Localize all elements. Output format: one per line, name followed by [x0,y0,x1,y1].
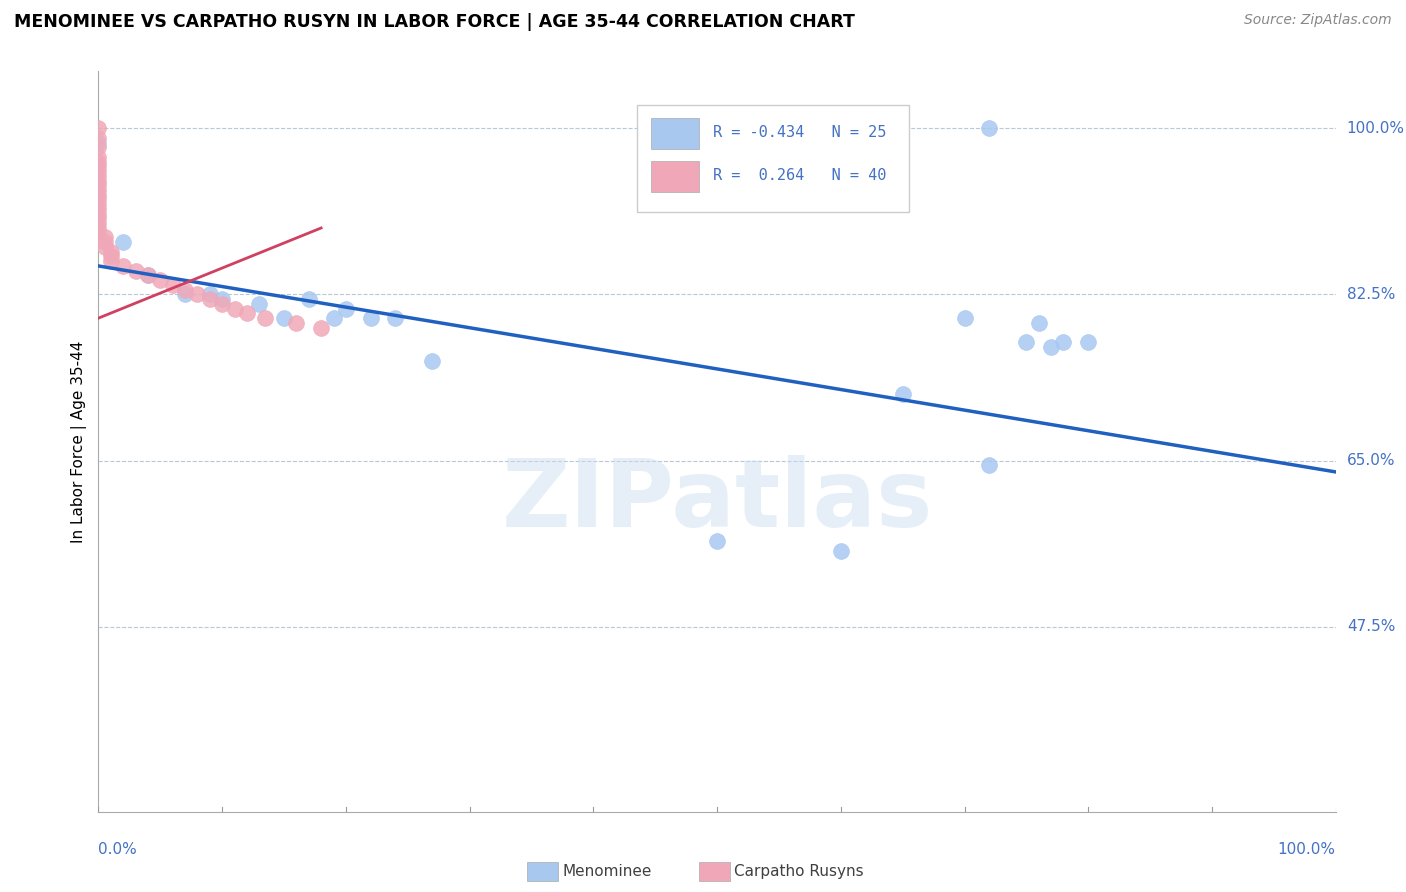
Point [384,311,406,326]
Point [136,268,159,283]
Y-axis label: In Labor Force | Age 35-44: In Labor Force | Age 35-44 [72,341,87,542]
Point [1028,316,1050,330]
Text: 65.0%: 65.0% [1347,453,1395,468]
Point [87,207,110,221]
Point [198,292,221,306]
Point [224,301,246,316]
Point [112,259,135,273]
Point [87,226,110,240]
Text: 0.0%: 0.0% [98,842,138,857]
Point [273,311,295,326]
Point [285,316,308,330]
Text: 100.0%: 100.0% [1347,120,1405,136]
Point [254,311,277,326]
Point [100,244,122,259]
Text: R = -0.434   N = 25: R = -0.434 N = 25 [713,125,887,140]
Point [247,297,270,311]
Point [136,268,159,283]
Point [87,136,110,150]
Point [87,159,110,173]
Point [1077,334,1099,349]
Text: MENOMINEE VS CARPATHO RUSYN IN LABOR FORCE | AGE 35-44 CORRELATION CHART: MENOMINEE VS CARPATHO RUSYN IN LABOR FOR… [14,13,855,31]
Point [198,287,221,301]
FancyBboxPatch shape [651,161,699,192]
Point [87,164,110,178]
Point [360,311,382,326]
Point [706,534,728,549]
Point [87,211,110,226]
Point [87,140,110,154]
Point [186,287,208,301]
Point [335,301,357,316]
Point [979,121,1001,136]
Point [87,202,110,216]
Text: ZIPatlas: ZIPatlas [502,455,932,547]
Point [87,121,110,136]
Point [87,187,110,202]
Point [298,292,321,306]
Point [87,173,110,187]
Point [93,230,115,244]
Text: 100.0%: 100.0% [1278,842,1336,857]
Point [422,354,444,368]
Point [162,277,184,292]
Point [174,283,197,297]
Point [979,458,1001,473]
Point [87,197,110,211]
Point [322,311,344,326]
Point [87,193,110,207]
Point [93,240,115,254]
FancyBboxPatch shape [637,104,908,212]
Text: R =  0.264   N = 40: R = 0.264 N = 40 [713,169,887,183]
Point [87,216,110,230]
Point [149,273,172,287]
Text: 47.5%: 47.5% [1347,619,1395,634]
Text: Carpatho Rusyns: Carpatho Rusyns [734,864,863,879]
Point [124,263,146,277]
Point [236,306,259,320]
Text: Menominee: Menominee [562,864,652,879]
Point [100,254,122,268]
Point [87,183,110,197]
Point [100,250,122,264]
Point [211,292,233,306]
Point [93,235,115,250]
Point [87,221,110,235]
Point [830,543,852,558]
Text: Source: ZipAtlas.com: Source: ZipAtlas.com [1244,13,1392,28]
Point [211,297,233,311]
Text: 82.5%: 82.5% [1347,287,1395,301]
Point [87,150,110,164]
Point [87,130,110,145]
Point [309,320,332,334]
Point [1015,334,1038,349]
Point [1052,334,1074,349]
Point [87,154,110,169]
Point [1040,340,1063,354]
Point [112,235,135,250]
FancyBboxPatch shape [651,118,699,149]
Point [87,178,110,193]
Point [87,169,110,183]
Point [174,287,197,301]
Point [891,387,914,401]
Point [953,311,976,326]
